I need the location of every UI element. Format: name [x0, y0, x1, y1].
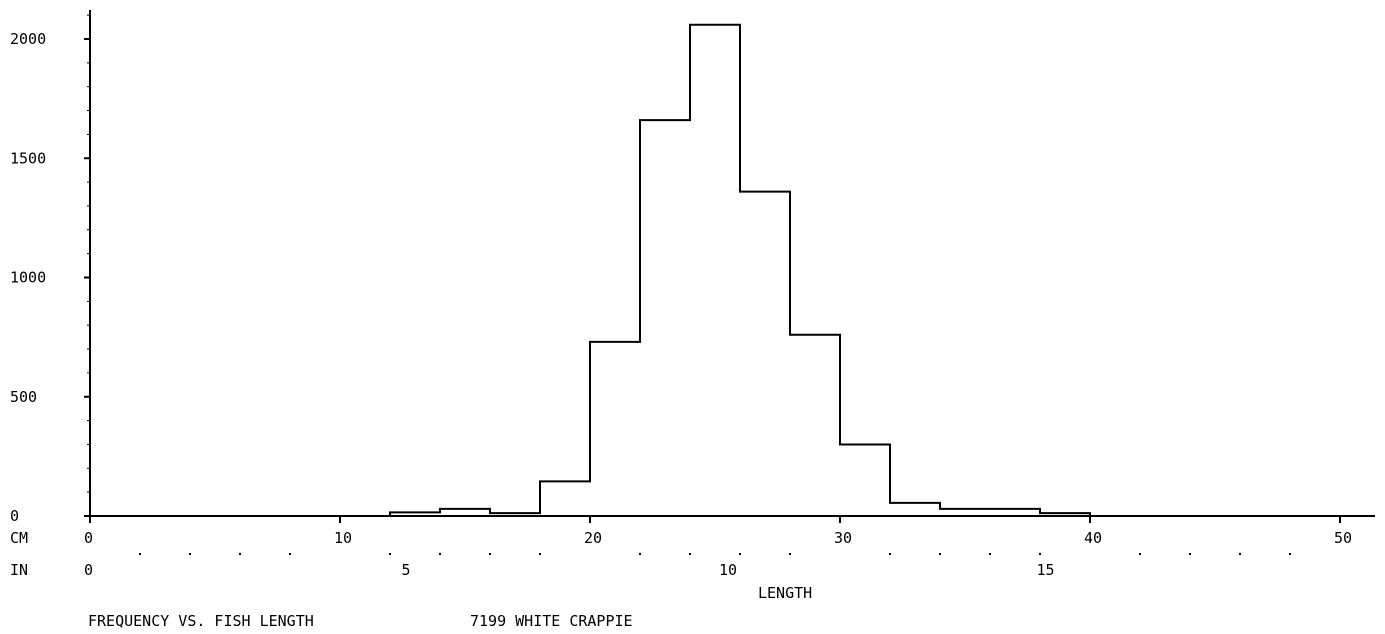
in-tick-label: 0 [84, 561, 93, 579]
in-axis-label: IN [10, 561, 28, 579]
histogram-bar [740, 192, 790, 516]
cm-minor-dot [239, 553, 241, 555]
histogram-bar [440, 509, 490, 516]
y-tick-label: 1000 [10, 269, 46, 287]
axis-labels: CM IN LENGTH FREQUENCY VS. FISH LENGTH 7… [10, 529, 812, 630]
in-tick-label: 15 [1037, 561, 1055, 579]
cm-minor-dot [689, 553, 691, 555]
cm-minor-dot [1289, 553, 1291, 555]
cm-minor-dot [189, 553, 191, 555]
cm-minor-dot [1189, 553, 1191, 555]
y-tick-label: 0 [10, 507, 19, 525]
y-tick-label: 2000 [10, 30, 46, 48]
histogram-bar [940, 509, 990, 516]
cm-minor-dot [889, 553, 891, 555]
cm-tick-label: 20 [584, 529, 602, 547]
y-tick-label: 1500 [10, 149, 46, 167]
cm-minor-dot [489, 553, 491, 555]
cm-minor-dot [1139, 553, 1141, 555]
cm-minor-dot [739, 553, 741, 555]
histogram-bar [840, 444, 890, 516]
histogram-bar [590, 342, 640, 516]
cm-tick-label: 0 [84, 529, 93, 547]
histogram-outline [389, 23, 1091, 516]
histogram-bar [640, 120, 690, 516]
cm-minor-dot [1039, 553, 1041, 555]
x-axis-title: LENGTH [758, 584, 812, 602]
histogram-bar [990, 509, 1040, 516]
histogram-bar [790, 335, 840, 516]
cm-minor-dot [539, 553, 541, 555]
cm-minor-dot [389, 553, 391, 555]
cm-minor-dot [639, 553, 641, 555]
histogram-bar [540, 481, 590, 516]
cm-minor-dot [139, 553, 141, 555]
cm-minor-dot [789, 553, 791, 555]
cm-tick-label: 50 [1334, 529, 1352, 547]
y-axis: 0 500 1000 1500 2000 [10, 10, 91, 525]
y-tick-label: 500 [10, 388, 37, 406]
in-tick-label: 10 [719, 561, 737, 579]
chart-subtitle: 7199 WHITE CRAPPIE [470, 612, 633, 630]
histogram-bar [690, 25, 740, 516]
in-tick-label: 5 [402, 561, 411, 579]
x-axis: 0 10 20 30 40 50 0 5 10 15 [84, 515, 1375, 579]
cm-axis-label: CM [10, 529, 28, 547]
cm-tick-label: 40 [1084, 529, 1102, 547]
histogram-bar [890, 503, 940, 516]
cm-minor-dot [989, 553, 991, 555]
cm-tick-label: 10 [334, 529, 352, 547]
cm-minor-dot [439, 553, 441, 555]
cm-minor-dot [289, 553, 291, 555]
cm-tick-label: 30 [834, 529, 852, 547]
cm-minor-dot [939, 553, 941, 555]
chart-title: FREQUENCY VS. FISH LENGTH [88, 612, 314, 630]
cm-minor-dot [1239, 553, 1241, 555]
